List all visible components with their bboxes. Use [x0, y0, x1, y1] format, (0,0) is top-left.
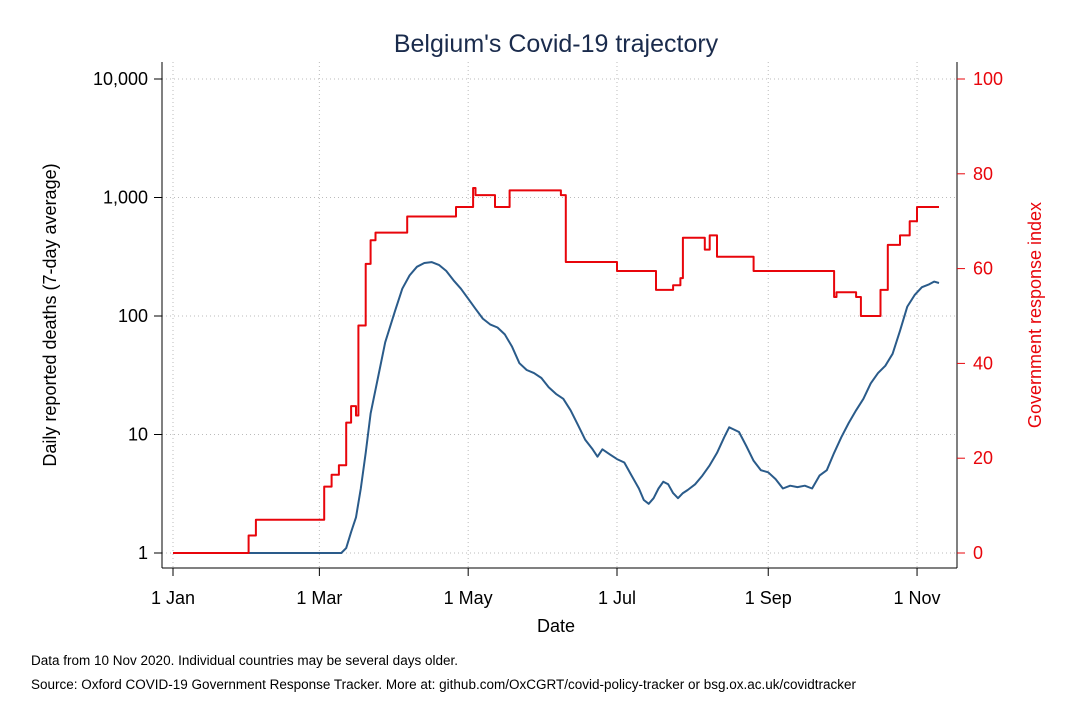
right-tick-label: 40	[973, 353, 993, 373]
x-tick-label: 1 May	[444, 588, 493, 608]
left-tick-label: 10	[128, 425, 148, 445]
x-tick-label: 1 Jan	[151, 588, 195, 608]
data-series	[173, 187, 940, 554]
right-tick-label: 0	[973, 543, 983, 563]
x-tick-label: 1 Jul	[598, 588, 636, 608]
x-tick-label: 1 Mar	[296, 588, 342, 608]
right-y-axis-ticks: 0 20 40 60 80 100	[957, 69, 1003, 563]
right-tick-label: 20	[973, 448, 993, 468]
x-tick-label: 1 Nov	[894, 588, 941, 608]
left-tick-label: 100	[118, 306, 148, 326]
x-tick-label: 1 Sep	[745, 588, 792, 608]
left-tick-label: 1,000	[103, 188, 148, 208]
left-y-axis-ticks: 1 10 100 1,000 10,000	[93, 69, 162, 563]
data-date-note: Data from 10 Nov 2020. Individual countr…	[31, 653, 458, 668]
response-index-series-line	[173, 187, 939, 554]
grid-lines	[162, 62, 957, 568]
chart-title: Belgium's Covid-19 trajectory	[394, 30, 719, 58]
x-axis-ticks: 1 Jan 1 Mar 1 May 1 Jul 1 Sep 1 Nov	[151, 568, 941, 608]
x-axis-label: Date	[537, 616, 575, 636]
source-note: Source: Oxford COVID-19 Government Respo…	[31, 677, 857, 692]
right-tick-label: 100	[973, 69, 1003, 89]
left-tick-label: 1	[138, 543, 148, 563]
right-tick-label: 80	[973, 164, 993, 184]
left-y-axis-label: Daily reported deaths (7-day average)	[40, 163, 60, 466]
left-tick-label: 10,000	[93, 69, 148, 89]
deaths-series-line	[173, 261, 940, 554]
right-tick-label: 60	[973, 259, 993, 279]
right-y-axis-label: Government response index	[1025, 202, 1045, 428]
